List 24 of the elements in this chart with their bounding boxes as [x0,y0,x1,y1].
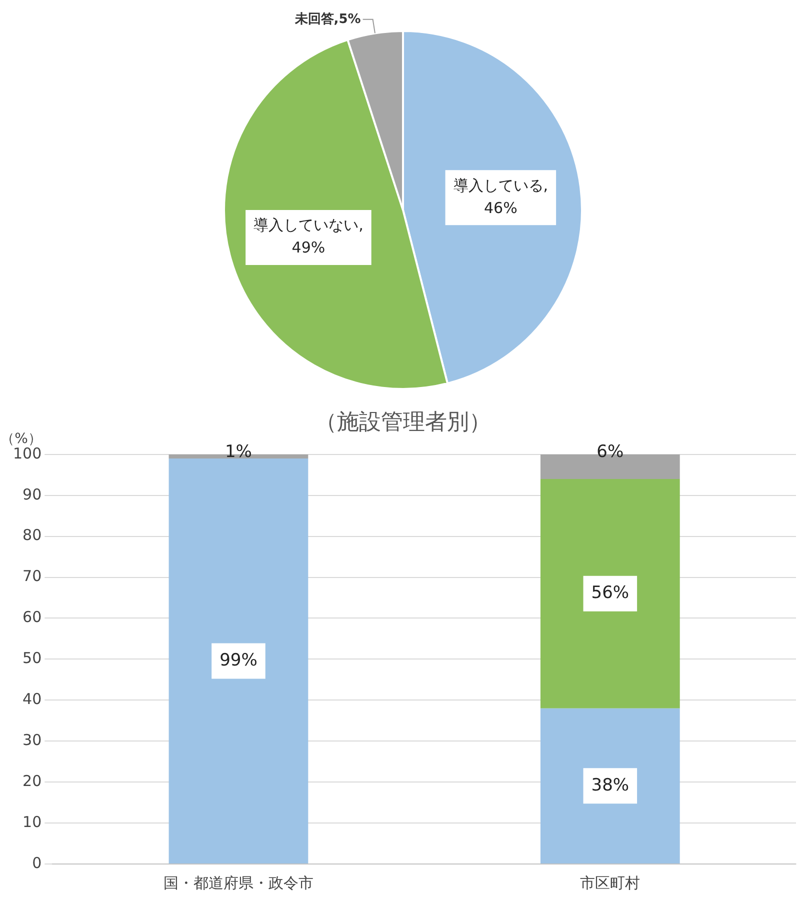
bar [540,708,680,864]
data-label: 1% [224,442,252,462]
x-tick-label: 市区町村 [580,874,640,892]
y-tick-label: 50 [22,649,42,668]
data-label: 99% [220,650,258,670]
y-tick-label: 70 [22,567,42,586]
chart-title: （施設管理者別） [315,410,491,435]
slice-label: 未回答,5% [294,12,361,27]
y-tick-label: 40 [22,690,42,708]
y-tick-label: 30 [22,731,42,750]
data-label: 56% [591,583,630,604]
slice-label: 導入している, 46% [453,176,548,217]
y-tick-label: 60 [22,608,42,626]
y-tick-label: 90 [22,485,42,504]
y-tick-label: 10 [22,812,42,831]
slice-label: 導入していない, 49% [254,216,364,257]
y-tick-label: 20 [22,772,42,790]
bar [168,458,308,864]
y-tick-label: 0 [32,854,42,872]
x-tick-label: 国・都道府県・政令市 [163,874,314,892]
data-label: 38% [591,775,630,796]
y-tick-label: 80 [22,526,42,544]
bar [540,478,680,708]
data-label: 6% [596,442,624,462]
